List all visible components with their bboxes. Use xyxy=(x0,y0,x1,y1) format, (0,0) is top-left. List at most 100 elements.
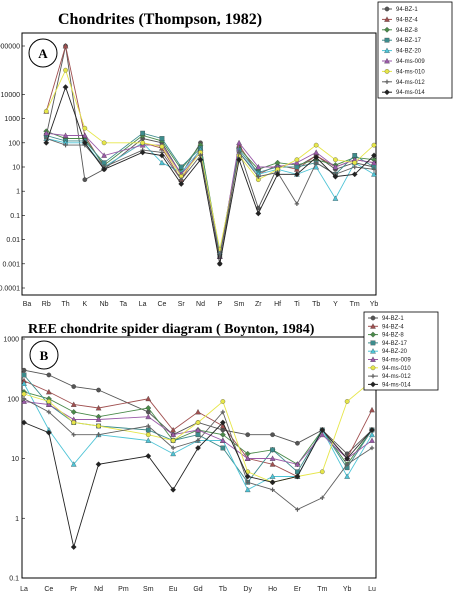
b-data-point xyxy=(70,461,77,467)
a-legend-marker xyxy=(384,37,390,43)
a-series-line xyxy=(45,85,375,264)
a-data-point xyxy=(255,163,262,170)
b-data-point xyxy=(21,419,27,426)
b-data-point xyxy=(294,473,301,480)
b-data-point xyxy=(270,447,275,453)
a-y-tick-label: 1000000 xyxy=(0,44,20,51)
b-data-point xyxy=(369,427,375,433)
chart-b-panel-label: B xyxy=(40,348,49,363)
b-y-tick-label: 100 xyxy=(7,396,19,403)
a-x-tick-label: Tb xyxy=(312,301,320,308)
a-x-tick-label: Rb xyxy=(42,301,51,308)
a-y-tick-label: 1000 xyxy=(4,116,20,123)
a-data-point xyxy=(62,84,69,91)
a-legend-label: 94-BZ-4 xyxy=(396,17,418,23)
b-legend-item: 94-ms-012 xyxy=(368,373,411,380)
a-series-line xyxy=(45,68,375,250)
b-legend-item: 94-BZ-1 xyxy=(368,315,404,322)
b-legend-label: 94-ms-014 xyxy=(382,382,411,388)
b-legend-label: 94-BZ-1 xyxy=(382,316,404,322)
a-data-point xyxy=(82,125,88,131)
b-legend-marker xyxy=(370,356,376,362)
b-data-point xyxy=(344,462,350,467)
a-legend-item: 94-ms-014 xyxy=(382,89,425,96)
b-data-point xyxy=(46,409,52,415)
a-legend-item: 94-ms-012 xyxy=(382,79,425,86)
a-data-point xyxy=(313,149,320,155)
a-data-point xyxy=(294,159,300,166)
chart-b-panel-badge xyxy=(29,340,59,370)
b-data-point xyxy=(369,431,375,438)
panel-b: REE chondrite spider diagram ( Boynton, … xyxy=(3,311,439,593)
a-y-tick-label: 0.0001 xyxy=(0,286,20,293)
a-data-point xyxy=(101,152,107,158)
b-data-point xyxy=(269,473,276,479)
b-x-tick-label: Gd xyxy=(193,586,202,593)
b-data-point xyxy=(21,391,27,397)
b-data-point xyxy=(219,419,226,426)
b-data-point xyxy=(95,416,102,422)
b-data-point xyxy=(170,445,176,451)
a-series-94-BZ-20 xyxy=(43,135,377,255)
a-data-point xyxy=(332,173,339,180)
b-x-tick-label: La xyxy=(20,586,28,593)
b-x-tick-label: Er xyxy=(294,586,302,593)
b-data-point xyxy=(269,455,276,461)
b-data-point xyxy=(21,367,27,373)
b-data-point xyxy=(71,432,76,437)
chart-a-y-ticks: 1000000 10000 1000 100 10 1 0.1 0.01 0.001 0.0001 xyxy=(0,44,25,293)
a-data-point xyxy=(62,42,69,49)
a-legend-item: 94-ms-009 xyxy=(382,57,425,65)
a-y-tick-label: 0.001 xyxy=(2,261,20,268)
a-series-94-ms-012 xyxy=(44,136,377,259)
b-series-line xyxy=(23,380,373,483)
a-data-point xyxy=(294,164,300,170)
a-data-point xyxy=(101,166,108,173)
a-data-point xyxy=(332,163,339,170)
b-legend-item: 94-BZ-20 xyxy=(368,348,408,355)
a-y-tick-label: 100 xyxy=(8,140,20,147)
a-data-point xyxy=(236,156,242,163)
a-data-point xyxy=(352,160,358,166)
b-data-point xyxy=(21,398,27,404)
a-x-tick-label: Yb xyxy=(370,301,379,308)
chart-a-x-ticks: Ba Rb Th K Nb Ta La Ce Sr Nd P Sm Zr Hf Ti Tb Y Tm Yb xyxy=(23,301,379,308)
b-data-point xyxy=(319,431,326,438)
a-x-tick-label: Y xyxy=(333,301,338,308)
a-x-tick-label: K xyxy=(82,301,87,308)
a-x-tick-label: La xyxy=(139,301,147,308)
b-legend-label: 94-ms-010 xyxy=(382,366,411,372)
b-legend-item: 94-ms-014 xyxy=(368,381,411,388)
a-data-point xyxy=(63,67,68,73)
a-data-point xyxy=(43,130,50,136)
b-x-tick-label: Ho xyxy=(268,586,277,593)
b-data-point xyxy=(70,544,77,550)
b-data-point xyxy=(71,420,77,425)
a-data-point xyxy=(371,142,377,148)
a-data-point xyxy=(332,195,339,201)
b-x-tick-label: Ce xyxy=(44,586,53,593)
b-data-point xyxy=(344,399,350,404)
a-x-tick-label: Ce xyxy=(157,301,166,308)
b-data-point xyxy=(294,461,301,467)
a-x-tick-label: Tm xyxy=(350,301,360,308)
b-data-point xyxy=(195,420,201,425)
b-legend-marker xyxy=(370,381,376,388)
a-data-point xyxy=(352,164,357,170)
a-legend-label: 94-BZ-8 xyxy=(396,28,418,34)
a-data-point xyxy=(140,140,146,146)
a-x-tick-label: Zr xyxy=(255,301,262,308)
b-series-line xyxy=(23,391,373,466)
b-data-point xyxy=(70,401,77,407)
b-data-point xyxy=(145,437,152,443)
b-data-point xyxy=(195,426,201,433)
chart-b-x-ticks: La Ce Pr Nd Pm Sm Eu Gd Tb Dy Ho Er Tm Yb Lu xyxy=(20,586,376,593)
b-data-point xyxy=(195,432,201,438)
b-data-point xyxy=(244,486,251,493)
b-x-tick-label: Dy xyxy=(243,586,252,593)
a-data-point xyxy=(293,171,300,178)
b-legend-item: 94-BZ-8 xyxy=(368,331,404,339)
b-legend-label: 94-BZ-8 xyxy=(382,333,404,339)
b-data-point xyxy=(21,372,27,378)
a-y-tick-label: 0.1 xyxy=(10,213,20,220)
